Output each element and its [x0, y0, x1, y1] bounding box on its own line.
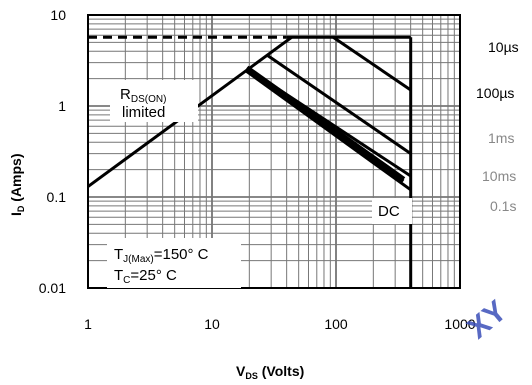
y-axis-unit: (Amps)	[8, 153, 24, 205]
x-tick-label: 1	[84, 316, 92, 332]
series-label-1ms: 1ms	[488, 130, 514, 146]
x-axis-main: V	[236, 363, 246, 379]
series-line-100s	[266, 54, 412, 155]
series-labels: 10µs 100µs 1ms 10ms 0.1s DC	[378, 39, 528, 220]
tc-value-text: =25° C	[130, 267, 177, 284]
y-axis-main: I	[8, 212, 24, 216]
x-axis-sub: DS	[245, 371, 258, 381]
rdson-limited-text: limited	[122, 104, 165, 121]
tj-label-box	[107, 238, 241, 288]
series-label-box	[484, 39, 528, 57]
watermark-text: XY	[461, 294, 513, 345]
rdson-label-box	[110, 80, 198, 122]
tj-main-text: T	[114, 246, 123, 263]
series-line-10s	[332, 35, 412, 92]
x-tick-label: 1000	[444, 316, 475, 332]
rdson-main-text: R	[120, 86, 131, 103]
tj-sub-text: J(Max)	[123, 254, 154, 265]
x-axis-label: VDS (Volts)	[236, 363, 304, 381]
y-tick-label: 0.1	[47, 189, 67, 205]
tj-annotation: TJ(Max)=150° C	[114, 246, 209, 265]
series-label-10ms: 10ms	[482, 168, 516, 184]
dc-label-box	[372, 198, 412, 224]
rdson-annotation: RDS(ON)	[120, 86, 166, 105]
plot-frame	[87, 14, 461, 289]
tc-main-text: T	[114, 267, 123, 284]
x-tick-label: 10	[204, 316, 220, 332]
series-label-box	[484, 130, 519, 148]
grid-minor	[88, 15, 460, 288]
x-axis-unit: (Volts)	[258, 363, 304, 379]
y-tick-label: 10	[50, 7, 66, 23]
series-label-100s: 100µs	[476, 85, 514, 101]
y-tick-labels: 10 1 0.1 0.01	[39, 7, 66, 296]
tc-sub-text: C	[123, 275, 130, 286]
y-tick-label: 0.01	[39, 280, 66, 296]
series-line-DC	[244, 65, 406, 183]
tj-value-text: =150° C	[154, 246, 209, 263]
tc-annotation: TC=25° C	[114, 267, 177, 286]
y-axis-label: ID (Amps)	[8, 153, 26, 216]
series-lines	[244, 35, 412, 192]
series-label-DC: DC	[378, 203, 400, 220]
x-tick-labels: 1 10 100 1000	[84, 316, 476, 332]
y-axis-sub: D	[16, 205, 26, 212]
series-label-10s: 10µs	[488, 39, 519, 55]
x-tick-label: 100	[324, 316, 348, 332]
y-tick-label: 1	[58, 98, 66, 114]
rdson-sub-text: DS(ON)	[131, 94, 167, 105]
series-label-01s: 0.1s	[490, 198, 516, 214]
